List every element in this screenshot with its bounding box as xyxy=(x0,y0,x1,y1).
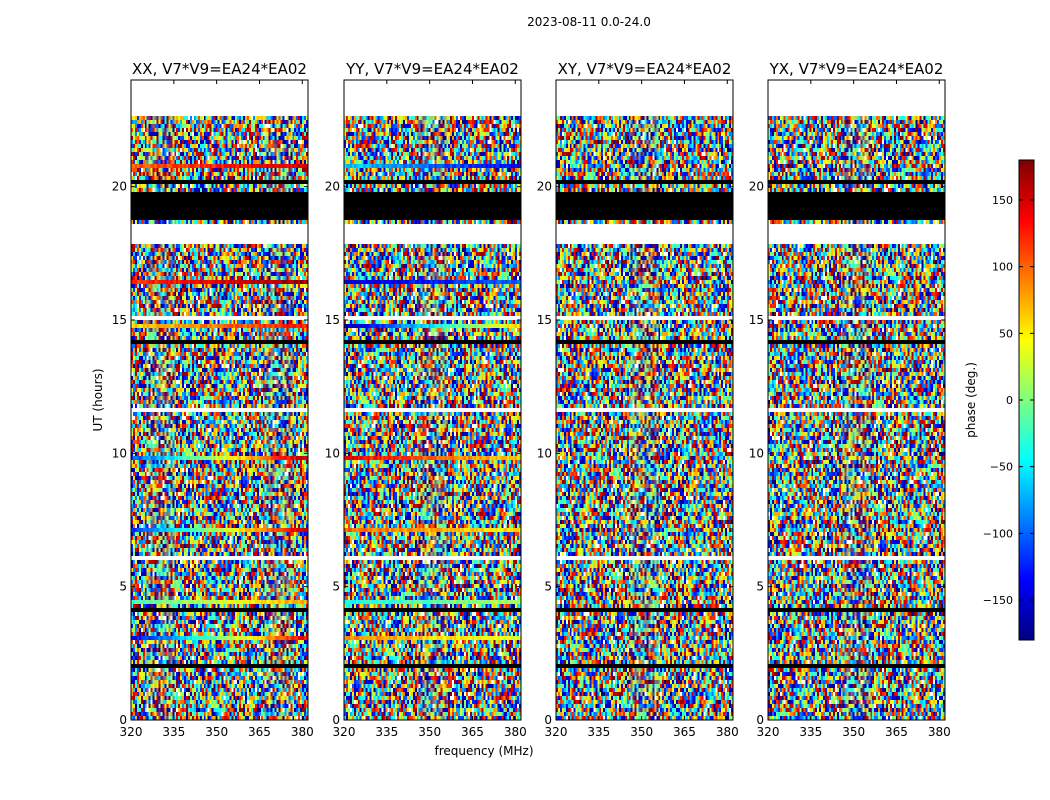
colorbar-tick-label: 150 xyxy=(992,194,1013,207)
colorbar: 150 100 50 0 −50 −100 −150 xyxy=(983,159,1035,641)
x-tick-label: 365 xyxy=(248,725,271,739)
colorbar-tick-label: −100 xyxy=(983,527,1013,540)
x-tick-label: 380 xyxy=(291,725,314,739)
y-tick-label: 0 xyxy=(756,713,764,727)
y-tick-label: 5 xyxy=(544,580,552,594)
panel-title-yy: YY, V7*V9=EA24*EA02 xyxy=(345,60,519,78)
y-axis-label: UT (hours) xyxy=(91,368,105,431)
x-tick-label: 335 xyxy=(587,725,610,739)
y-tick-label: 5 xyxy=(119,580,127,594)
colorbar-tick-label: 0 xyxy=(1006,394,1013,407)
x-tick-label: 335 xyxy=(799,725,822,739)
colorbar-tick-label: −150 xyxy=(983,594,1013,607)
y-tick-label: 10 xyxy=(112,446,127,460)
colorbar-tick-label: 50 xyxy=(999,327,1013,340)
y-tick-label: 0 xyxy=(332,713,340,727)
y-tick-label: 10 xyxy=(325,446,340,460)
x-tick-label: 365 xyxy=(673,725,696,739)
x-tick-label: 350 xyxy=(630,725,653,739)
y-tick-label: 15 xyxy=(112,313,127,327)
y-tick-label: 20 xyxy=(537,180,552,194)
panels: XX, V7*V9=EA24*EA02 320 335 350 365 380 0 5 10 15… xyxy=(112,60,951,739)
panel-xy: XY, V7*V9=EA24*EA02 320 335 350 365 380 0 5 10 15… xyxy=(537,60,739,739)
x-tick-label: 320 xyxy=(120,725,143,739)
y-tick-label: 5 xyxy=(332,580,340,594)
x-tick-label: 380 xyxy=(716,725,739,739)
panel-heatmap-xx xyxy=(131,80,308,720)
y-tick-label: 15 xyxy=(749,313,764,327)
x-tick-label: 365 xyxy=(885,725,908,739)
x-tick-label: 380 xyxy=(928,725,951,739)
x-axis-label: frequency (MHz) xyxy=(434,744,533,758)
colorbar-label: phase (deg.) xyxy=(964,362,978,438)
panel-yy: YY, V7*V9=EA24*EA02 320 335 350 365 380 0 5 10 15… xyxy=(325,60,527,739)
panel-title-xx: XX, V7*V9=EA24*EA02 xyxy=(132,60,307,78)
panel-title-xy: XY, V7*V9=EA24*EA02 xyxy=(558,60,732,78)
x-tick-label: 380 xyxy=(504,725,527,739)
panel-frame xyxy=(130,79,309,721)
x-tick-label: 320 xyxy=(333,725,356,739)
colorbar-tick-label: 100 xyxy=(992,261,1013,274)
y-tick-label: 10 xyxy=(749,446,764,460)
panel-heatmap-xy xyxy=(556,80,733,720)
x-tick-label: 350 xyxy=(205,725,228,739)
panel-xx: XX, V7*V9=EA24*EA02 320 335 350 365 380 0 5 10 15… xyxy=(112,60,314,739)
panel-heatmap-yx xyxy=(768,80,945,720)
x-tick-label: 350 xyxy=(418,725,441,739)
y-tick-label: 20 xyxy=(325,180,340,194)
panel-yx: YX, V7*V9=EA24*EA02 320 335 350 365 380 0 5 10 15… xyxy=(749,60,951,739)
y-tick-label: 5 xyxy=(756,580,764,594)
y-tick-label: 0 xyxy=(544,713,552,727)
y-tick-label: 15 xyxy=(325,313,340,327)
x-tick-label: 320 xyxy=(757,725,780,739)
y-tick-label: 20 xyxy=(112,180,127,194)
panel-frame xyxy=(555,79,734,721)
x-tick-label: 335 xyxy=(375,725,398,739)
x-tick-label: 350 xyxy=(842,725,865,739)
panel-heatmap-yy xyxy=(344,80,521,720)
y-tick-label: 20 xyxy=(749,180,764,194)
x-tick-label: 335 xyxy=(162,725,185,739)
panel-title-yx: YX, V7*V9=EA24*EA02 xyxy=(769,60,944,78)
panel-frame xyxy=(343,79,522,721)
x-tick-label: 365 xyxy=(461,725,484,739)
colorbar-tick-label: −50 xyxy=(990,461,1013,474)
y-tick-label: 0 xyxy=(119,713,127,727)
figure-suptitle: 2023-08-11 0.0-24.0 xyxy=(527,15,651,29)
y-tick-label: 15 xyxy=(537,313,552,327)
x-tick-label: 320 xyxy=(545,725,568,739)
y-tick-label: 10 xyxy=(537,446,552,460)
panel-frame xyxy=(767,79,946,721)
